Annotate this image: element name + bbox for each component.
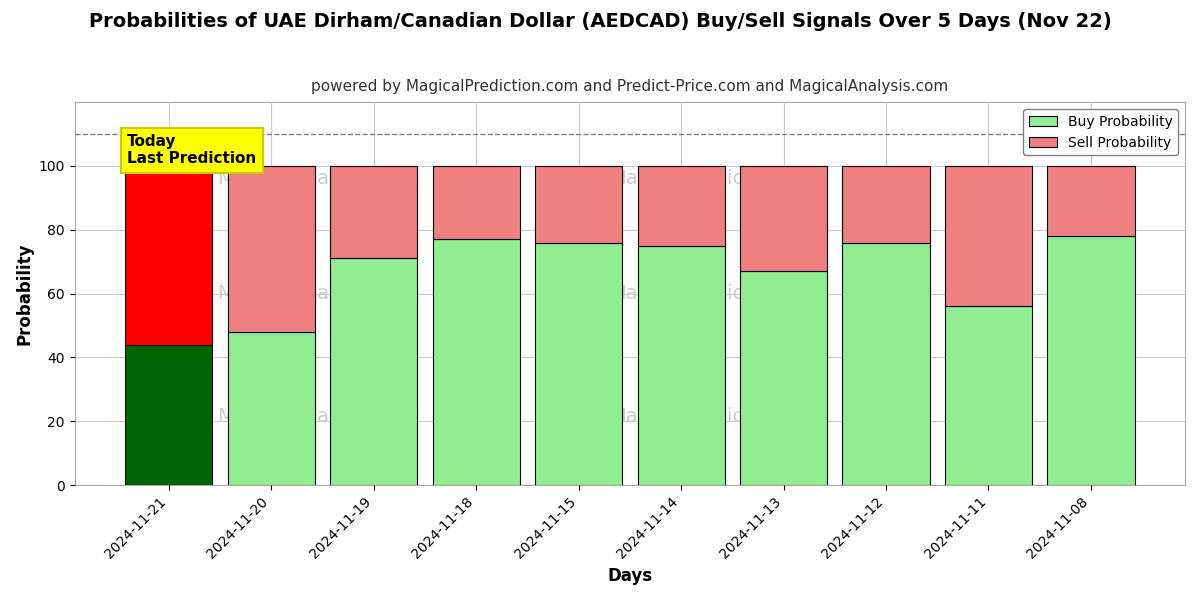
Y-axis label: Probability: Probability	[16, 242, 34, 345]
Bar	[944, 166, 1032, 307]
Bar	[842, 242, 930, 485]
Bar	[1048, 166, 1134, 236]
X-axis label: Days: Days	[607, 567, 653, 585]
Bar	[432, 166, 520, 239]
Bar	[740, 166, 827, 271]
Bar	[432, 239, 520, 485]
Bar	[944, 307, 1032, 485]
Bar	[125, 344, 212, 485]
Bar	[1048, 236, 1134, 485]
Text: Probabilities of UAE Dirham/Canadian Dollar (AEDCAD) Buy/Sell Signals Over 5 Day: Probabilities of UAE Dirham/Canadian Dol…	[89, 12, 1111, 31]
Bar	[842, 166, 930, 242]
Text: MagicalPrediction.com: MagicalPrediction.com	[608, 284, 828, 303]
Text: Today
Last Prediction: Today Last Prediction	[127, 134, 257, 166]
Legend: Buy Probability, Sell Probability: Buy Probability, Sell Probability	[1024, 109, 1178, 155]
Bar	[740, 271, 827, 485]
Bar	[330, 259, 418, 485]
Bar	[535, 166, 622, 242]
Bar	[535, 242, 622, 485]
Bar	[637, 246, 725, 485]
Bar	[228, 166, 314, 332]
Text: MagicalAnalysis.com: MagicalAnalysis.com	[217, 407, 420, 425]
Text: MagicalPrediction.com: MagicalPrediction.com	[608, 169, 828, 188]
Bar	[125, 166, 212, 344]
Text: MagicalAnalysis.com: MagicalAnalysis.com	[217, 284, 420, 303]
Text: MagicalPrediction.com: MagicalPrediction.com	[608, 407, 828, 425]
Bar	[637, 166, 725, 246]
Text: MagicalAnalysis.com: MagicalAnalysis.com	[217, 169, 420, 188]
Bar	[330, 166, 418, 259]
Title: powered by MagicalPrediction.com and Predict-Price.com and MagicalAnalysis.com: powered by MagicalPrediction.com and Pre…	[311, 79, 948, 94]
Bar	[228, 332, 314, 485]
